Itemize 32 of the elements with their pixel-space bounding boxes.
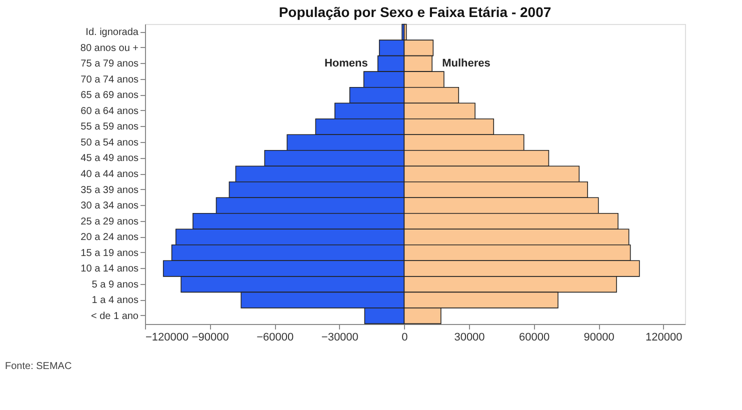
x-tick-label: −120000 xyxy=(146,332,189,344)
x-tick-label: −30000 xyxy=(321,332,358,344)
x-tick-label: −90000 xyxy=(192,332,229,344)
y-tick-label: 10 a 14 anos xyxy=(80,264,138,275)
x-tick-label: 30000 xyxy=(454,332,485,344)
y-tick-label: 55 a 59 anos xyxy=(80,122,138,133)
source-note: Fonte: SEMAC xyxy=(5,361,72,372)
y-tick-label: 40 a 44 anos xyxy=(80,169,138,180)
series-label: Mulheres xyxy=(442,58,490,70)
series-label: Homens xyxy=(324,58,368,70)
x-tick-label: 120000 xyxy=(646,332,682,344)
y-tick-label: 25 a 29 anos xyxy=(80,216,138,228)
y-tick-label: 75 a 79 anos xyxy=(80,58,138,70)
y-tick-label: 60 a 64 anos xyxy=(80,106,138,117)
y-tick-label: 50 a 54 anos xyxy=(80,137,138,148)
x-tick-label: 90000 xyxy=(584,332,614,344)
x-tick-label: 0 xyxy=(402,332,408,344)
y-tick-label: Id. ignorada xyxy=(86,27,139,38)
y-tick-label: 15 a 19 anos xyxy=(80,248,138,259)
y-tick-label: < de 1 ano xyxy=(90,310,139,322)
y-tick-label: 70 a 74 anos xyxy=(80,74,138,86)
x-tick-label: −60000 xyxy=(256,332,294,344)
y-tick-label: 1 a 4 anos xyxy=(92,295,138,306)
y-tick-label: 20 a 24 anos xyxy=(80,232,138,244)
y-tick-label: 5 a 9 anos xyxy=(92,279,138,290)
y-tick-label: 45 a 49 anos xyxy=(80,153,138,164)
x-tick-label: 60000 xyxy=(519,332,550,344)
y-tick-label: 30 a 34 anos xyxy=(80,200,138,212)
chart-title: População por Sexo e Faixa Etária - 2007 xyxy=(278,4,552,20)
y-tick-label: 35 a 39 anos xyxy=(80,184,138,196)
y-tick-label: 65 a 69 anos xyxy=(80,90,138,102)
y-tick-label: 80 anos ou + xyxy=(80,42,139,54)
